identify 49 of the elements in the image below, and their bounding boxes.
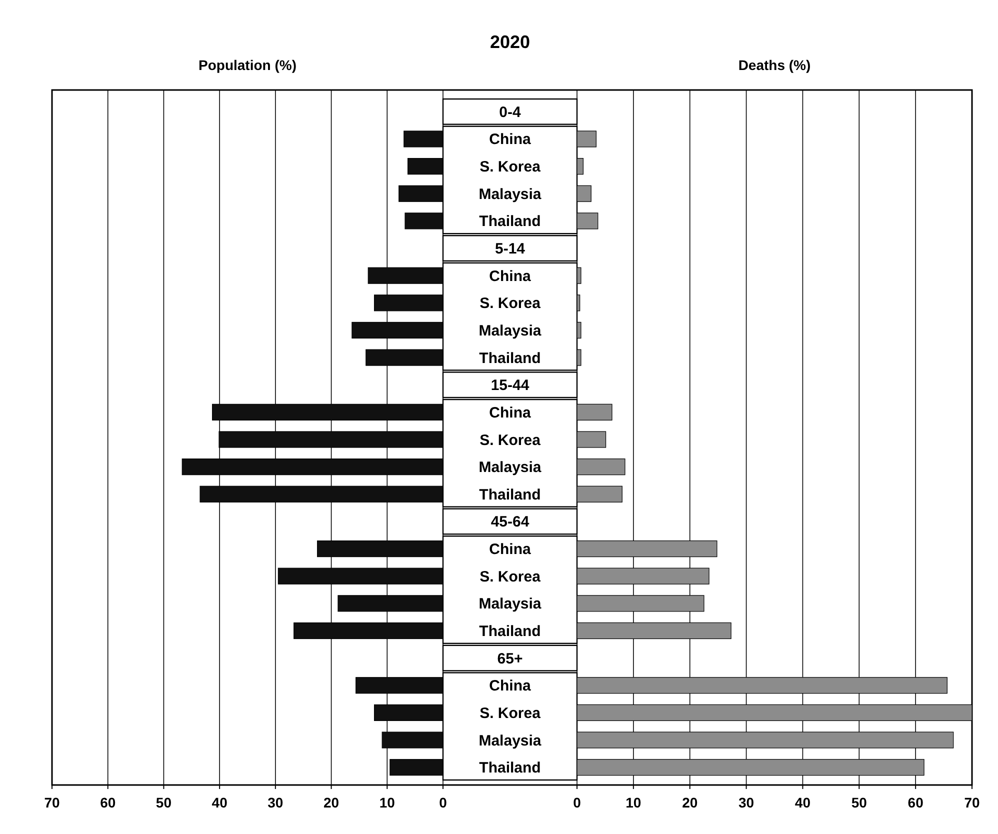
- y-tick-label: China: [489, 541, 532, 558]
- x-tick-label: 20: [323, 794, 340, 810]
- x-tick-label: 40: [794, 794, 811, 810]
- y-tick-label: Malaysia: [478, 732, 542, 750]
- y-tick-label: 5-14: [494, 240, 526, 258]
- y-tick-label: China: [489, 268, 532, 285]
- y-tick-label: S. Korea: [480, 158, 542, 176]
- y-tick-label: Thailand: [479, 622, 541, 640]
- y-tick-label: 0-4: [499, 104, 522, 121]
- x-tick-label: 50: [156, 794, 172, 810]
- y-tick-label: Thailand: [479, 760, 541, 777]
- x-axis-title: Population (%): [198, 57, 296, 73]
- y-tick-label: S. Korea: [480, 432, 542, 449]
- x-tick-label: 30: [738, 794, 754, 810]
- bar: [398, 185, 444, 202]
- x-tick-label: 60: [908, 794, 924, 810]
- y-tick-label: 45-64: [490, 514, 530, 531]
- y-tick-label: China: [489, 131, 532, 148]
- bar: [404, 212, 444, 230]
- y-tick-label: China: [489, 678, 532, 695]
- y-tick-label: Thailand: [479, 350, 541, 367]
- bar: [408, 158, 444, 175]
- x-tick-label: 40: [212, 794, 228, 810]
- text: 2020: [490, 32, 530, 52]
- x-tick-label: 70: [44, 794, 60, 810]
- y-tick-label: S. Korea: [480, 568, 542, 586]
- x-tick-label: 20: [682, 794, 698, 810]
- y-tick-label: Malaysia: [478, 459, 542, 476]
- y-tick-label: 15-44: [490, 377, 530, 394]
- bar: [404, 130, 444, 148]
- x-tick-label: 50: [851, 794, 868, 810]
- y-tick-label: China: [489, 404, 532, 422]
- x-tick-label: 30: [268, 794, 284, 810]
- x-tick-label: 70: [964, 794, 980, 810]
- x-tick-label: 0: [439, 794, 448, 810]
- y-tick-label: Malaysia: [478, 322, 542, 340]
- x-axis-title: Deaths (%): [738, 57, 811, 73]
- y-tick-label: Thailand: [479, 213, 541, 230]
- x-tick-label: 60: [100, 794, 116, 810]
- y-tick-label: Malaysia: [478, 186, 542, 203]
- y-tick-label: S. Korea: [480, 295, 542, 312]
- y-tick-label: Malaysia: [478, 596, 542, 613]
- y-tick-label: 65+: [497, 650, 523, 668]
- x-tick-label: 10: [379, 794, 396, 810]
- y-tick-label: Thailand: [479, 486, 541, 504]
- bar: [390, 759, 444, 776]
- x-tick-label: 0: [573, 794, 582, 810]
- x-tick-label: 10: [626, 794, 642, 810]
- y-tick-label: S. Korea: [480, 704, 542, 722]
